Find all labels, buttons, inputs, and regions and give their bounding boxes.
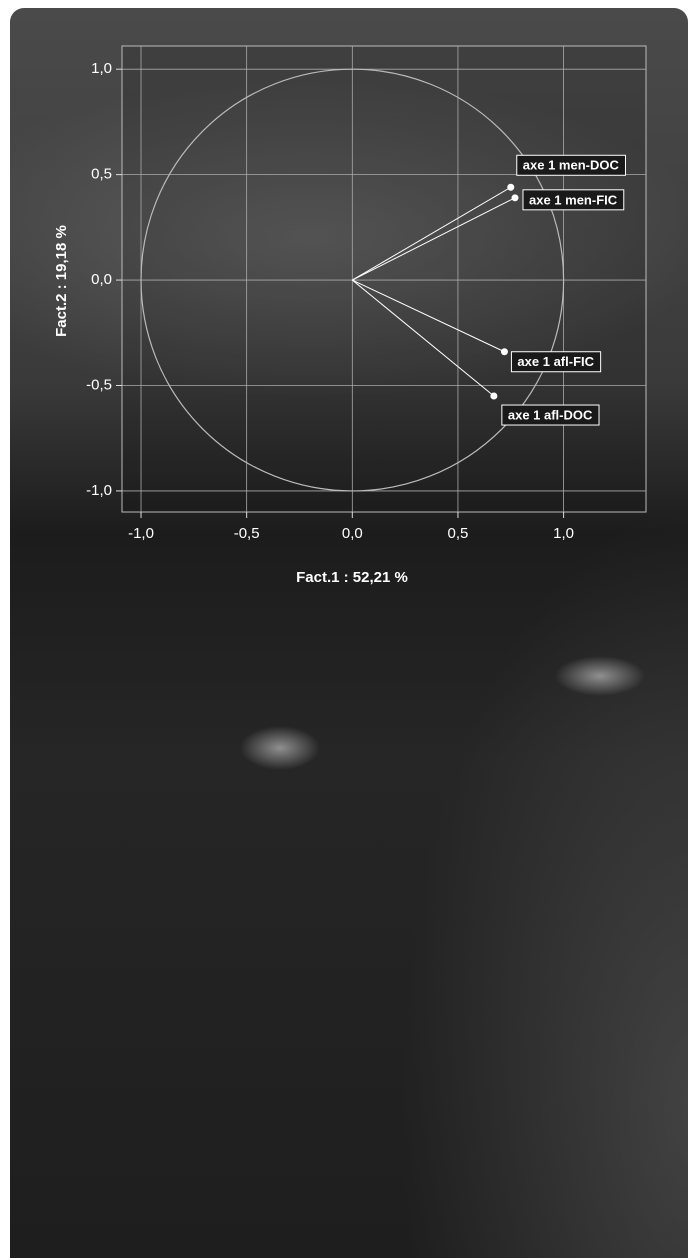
plot-frame: [121, 45, 647, 513]
unit-circle: [140, 68, 565, 492]
point: [511, 194, 519, 202]
point: [500, 348, 508, 356]
label-box: [501, 404, 600, 426]
y-tick-label: 0,5: [91, 166, 112, 183]
point-label: axe 1 men-FIC: [529, 192, 618, 207]
y-tick-label: -1,0: [86, 482, 112, 499]
x-tick-label: 0,0: [342, 525, 363, 542]
label-box: [522, 189, 625, 211]
vector: [351, 279, 495, 397]
point: [490, 392, 498, 400]
y-tick-label: -0,5: [86, 376, 112, 393]
background: [10, 8, 688, 1258]
point-label: axe 1 afl-DOC: [508, 407, 593, 422]
vector: [352, 186, 512, 281]
x-tick-label: 0,5: [448, 525, 469, 542]
y-tick-label: 1,0: [91, 60, 112, 77]
x-tick-label: -0,5: [234, 525, 260, 542]
point-label: axe 1 men-DOC: [523, 158, 620, 173]
point: [507, 183, 515, 191]
label-box: [516, 154, 626, 176]
label-box: [510, 351, 602, 373]
x-axis-label: Fact.1 : 52,21 %: [296, 569, 408, 586]
x-tick-label: 1,0: [553, 525, 574, 542]
point-label: axe 1 afl-FIC: [517, 354, 594, 369]
y-axis-label: Fact.2 : 19,18 %: [53, 225, 70, 337]
vector: [352, 197, 516, 281]
x-tick-label: -1,0: [128, 525, 154, 542]
vector: [352, 279, 505, 353]
y-tick-label: 0,0: [91, 271, 112, 288]
